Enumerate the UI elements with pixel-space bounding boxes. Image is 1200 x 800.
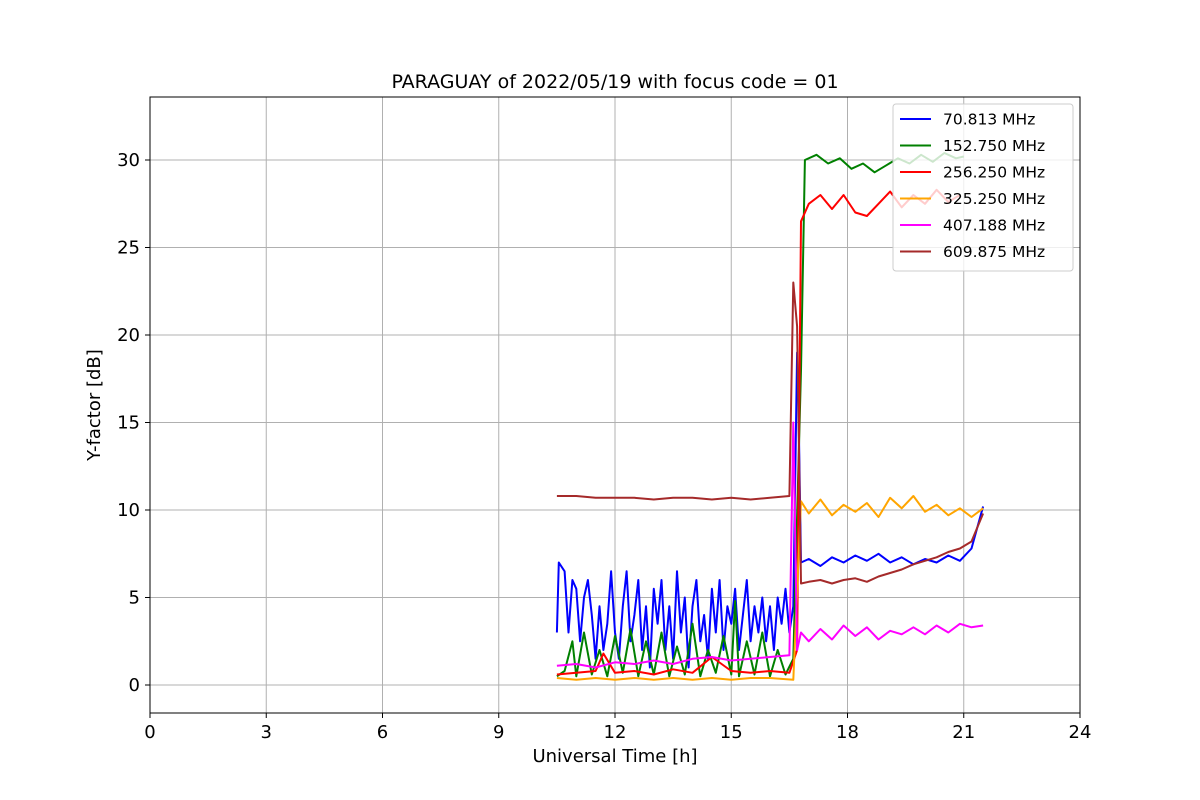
x-tick-label: 0 — [144, 722, 155, 743]
series-line-0 — [555, 351, 985, 669]
legend: 70.813 MHz 152.750 MHz 256.250 MHz 325.2… — [892, 103, 1074, 272]
x-tick-label: 3 — [261, 722, 272, 743]
x-axis-label: Universal Time [h] — [532, 746, 697, 767]
x-tick-label: 18 — [836, 722, 859, 743]
legend-box — [892, 103, 1074, 272]
series-line-4 — [556, 421, 984, 669]
y-tick-label: 5 — [129, 588, 140, 609]
y-tick-label: 15 — [117, 413, 140, 434]
y-tick-label: 25 — [117, 238, 140, 259]
legend-label: 609.875 MHz — [943, 243, 1045, 261]
series-line-3 — [556, 495, 984, 681]
legend-label: 256.250 MHz — [943, 164, 1045, 182]
x-tick-label: 9 — [493, 722, 504, 743]
legend-label: 152.750 MHz — [943, 137, 1045, 155]
y-tick-label: 20 — [117, 325, 140, 346]
axis-ticks: 0 3 6 9 12 15 18 21 24 0 5 10 15 20 25 30 — [117, 150, 1091, 743]
x-tick-label: 24 — [1069, 722, 1092, 743]
x-tick-label: 6 — [377, 722, 388, 743]
x-tick-label: 12 — [604, 722, 627, 743]
y-tick-label: 30 — [117, 150, 140, 171]
series-line-5 — [556, 281, 985, 585]
legend-label: 325.250 MHz — [943, 190, 1045, 208]
x-tick-label: 21 — [952, 722, 975, 743]
series-line-1 — [556, 152, 965, 678]
y-axis-label: Y-factor [dB] — [84, 349, 105, 462]
legend-label: 70.813 MHz — [943, 111, 1035, 129]
chart-title: PARAGUAY of 2022/05/19 with focus code =… — [391, 71, 838, 93]
legend-label: 407.188 MHz — [943, 217, 1045, 235]
y-tick-label: 10 — [117, 500, 140, 521]
y-tick-label: 0 — [129, 675, 140, 696]
x-tick-label: 15 — [720, 722, 743, 743]
